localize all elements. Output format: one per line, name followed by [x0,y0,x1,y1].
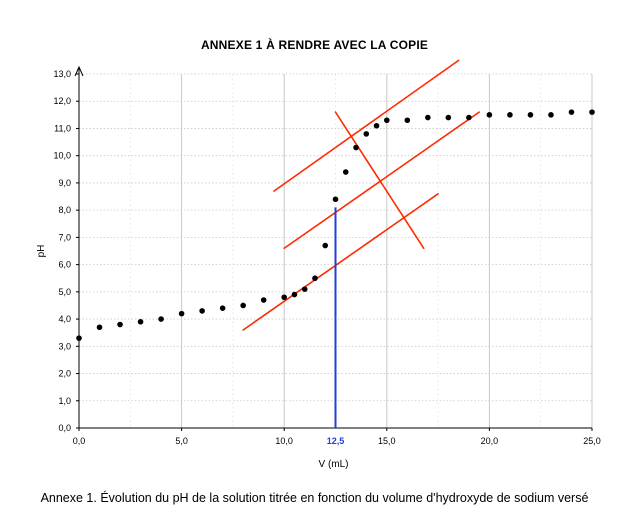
data-point [178,310,185,317]
y-axis-arrow [74,65,84,77]
y-tick-label: 9,0 [58,178,71,188]
chart-caption: Annexe 1. Évolution du pH de la solution… [40,491,589,505]
data-point [568,109,575,115]
data-point [96,324,103,331]
data-point [548,112,554,118]
data-point [425,114,431,121]
y-tick-label: 4,0 [58,314,71,324]
data-point [384,117,390,124]
x-tick-label: 20,0 [481,436,499,446]
y-tick-label: 12,0 [53,96,71,106]
data-point [260,297,267,303]
data-point [332,196,339,203]
axes [74,65,593,431]
equivalence-label: 12,5 [327,436,345,446]
tangent-lines [242,59,480,331]
y-tick-label: 10,0 [53,151,71,161]
data-point [486,112,493,118]
y-tick-label: 3,0 [58,341,71,351]
y-tick-label: 0,0 [58,423,71,433]
tangent-line [273,59,460,192]
x-tick-label: 25,0 [583,436,601,446]
data-point [158,316,164,322]
data-point [281,294,288,301]
data-point [117,321,123,328]
equivalence-marker: 12,5 [327,207,345,446]
tick-labels: 0,0 1,0 2,0 3,0 4,0 5,0 6,0 7,0 8,0 9,0 10,0 11,0 12… [53,69,600,446]
data-point [137,319,144,325]
data-point [466,114,472,121]
data-point [363,131,370,137]
x-tick-label: 0,0 [73,436,86,446]
y-tick-label: 1,0 [58,396,71,406]
x-tick-label: 15,0 [378,436,396,446]
data-point [507,112,513,118]
y-tick-label: 13,0 [53,69,71,79]
data-point [240,302,246,309]
data-point [527,112,534,118]
data-point [373,122,380,129]
data-point [291,291,298,298]
data-point [312,275,318,282]
x-tick-label: 10,0 [275,436,293,446]
y-tick-label: 5,0 [58,287,71,297]
data-point [404,117,411,124]
data-points [76,109,595,341]
data-point [219,305,226,311]
y-axis-label: pH [36,245,47,258]
y-tick-label: 2,0 [58,369,71,379]
tangent-line [283,111,480,250]
y-tick-label: 7,0 [58,232,71,242]
data-point [589,109,595,115]
data-point [322,242,329,249]
y-tick-label: 6,0 [58,260,71,270]
chart-title: ANNEXE 1 À RENDRE AVEC LA COPIE [200,38,429,52]
y-tick-label: 11,0 [54,123,71,133]
y-tick-label: 8,0 [58,205,71,215]
data-point [353,144,359,151]
tangent-line [334,111,425,250]
tangent-line [242,193,439,331]
x-axis-label: V (mL) [319,459,349,470]
x-tick-label: 5,0 [175,436,188,446]
data-point [342,169,349,175]
data-point [199,308,205,314]
data-point [301,286,308,292]
data-point [445,114,452,121]
data-point [76,335,82,341]
